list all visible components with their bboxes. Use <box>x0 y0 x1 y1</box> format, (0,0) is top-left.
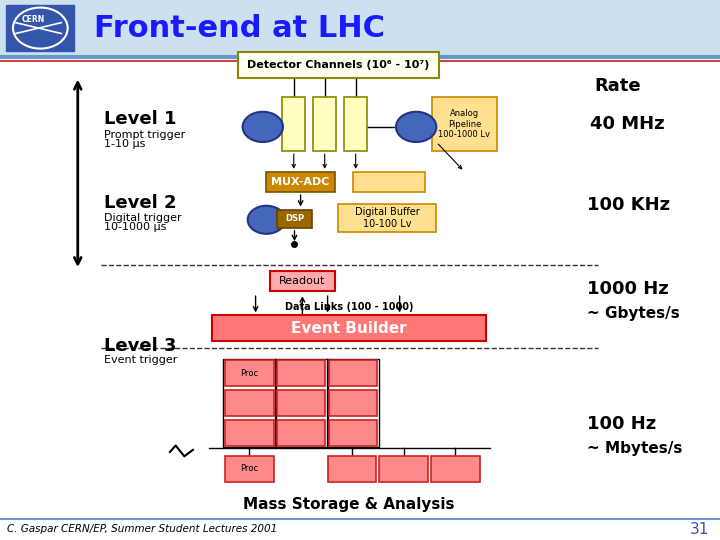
Text: Event trigger: Event trigger <box>104 355 178 365</box>
Bar <box>266 172 335 192</box>
Bar <box>329 390 377 416</box>
Bar <box>238 52 439 78</box>
Circle shape <box>243 112 283 142</box>
Text: Proc: Proc <box>240 464 258 473</box>
Text: 1000 Hz: 1000 Hz <box>587 280 669 298</box>
Text: 31: 31 <box>690 522 709 537</box>
Bar <box>327 359 379 447</box>
Bar <box>432 97 497 151</box>
Text: Level 2: Level 2 <box>104 193 177 212</box>
Bar <box>212 315 486 341</box>
Bar <box>329 360 377 386</box>
Text: Event Builder: Event Builder <box>292 321 407 336</box>
Text: 1-10 μs: 1-10 μs <box>104 139 145 149</box>
Text: 100 KHz: 100 KHz <box>587 196 670 214</box>
Text: Mass Storage & Analysis: Mass Storage & Analysis <box>243 497 455 512</box>
Text: ~ Gbytes/s: ~ Gbytes/s <box>587 306 680 321</box>
Text: Proc: Proc <box>240 369 258 377</box>
Bar <box>275 359 328 447</box>
Text: DSP: DSP <box>285 214 304 223</box>
Bar <box>225 420 274 446</box>
Bar <box>379 456 428 482</box>
Bar <box>277 420 325 446</box>
Text: 100 Hz: 100 Hz <box>587 415 656 433</box>
Bar <box>225 390 274 416</box>
Bar <box>338 204 436 232</box>
Bar <box>270 271 335 291</box>
Text: Data Links (100 - 1000): Data Links (100 - 1000) <box>285 302 413 312</box>
Bar <box>223 359 276 447</box>
Bar <box>282 97 305 151</box>
Text: Rate: Rate <box>594 77 641 96</box>
Text: CERN: CERN <box>22 16 45 24</box>
Bar <box>277 210 312 228</box>
Text: Readout: Readout <box>279 276 325 286</box>
Bar <box>328 456 376 482</box>
Text: ~ Mbytes/s: ~ Mbytes/s <box>587 441 682 456</box>
Text: Digital Buffer
10-100 Lv: Digital Buffer 10-100 Lv <box>355 207 419 229</box>
Bar <box>353 172 425 192</box>
Bar <box>329 420 377 446</box>
Bar <box>6 5 74 51</box>
Bar <box>0 0 720 55</box>
Bar <box>225 456 274 482</box>
Circle shape <box>248 206 285 234</box>
Text: MUX-ADC: MUX-ADC <box>271 177 330 187</box>
Text: Detector Channels (10⁶ - 10⁷): Detector Channels (10⁶ - 10⁷) <box>247 60 430 70</box>
Text: Digital trigger: Digital trigger <box>104 213 182 222</box>
Bar <box>313 97 336 151</box>
Text: Analog
Pipeline
100-1000 Lv: Analog Pipeline 100-1000 Lv <box>438 109 490 139</box>
Text: Level 1: Level 1 <box>104 110 177 128</box>
Text: 40 MHz: 40 MHz <box>590 115 665 133</box>
Text: Front-end at LHC: Front-end at LHC <box>94 14 384 43</box>
Bar <box>344 97 367 151</box>
Text: Prompt trigger: Prompt trigger <box>104 130 186 140</box>
Bar <box>277 360 325 386</box>
Bar <box>431 456 480 482</box>
Text: Level 3: Level 3 <box>104 336 177 355</box>
Circle shape <box>396 112 436 142</box>
Text: C. Gaspar CERN/EP, Summer Student Lectures 2001: C. Gaspar CERN/EP, Summer Student Lectur… <box>7 524 277 534</box>
Bar <box>277 390 325 416</box>
Bar <box>225 360 274 386</box>
Text: 10-1000 μs: 10-1000 μs <box>104 222 167 232</box>
